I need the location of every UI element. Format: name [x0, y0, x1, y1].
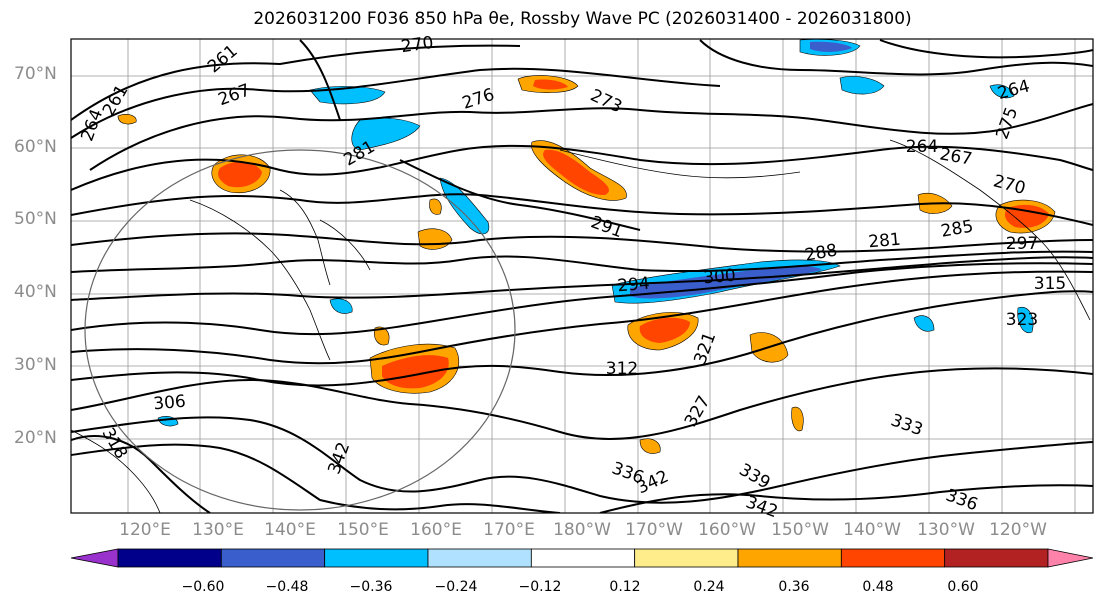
- positive-anomaly: [382, 355, 449, 389]
- contour-label: 267: [216, 80, 253, 110]
- colorbar-tick: −0.24: [434, 579, 478, 595]
- lon-label-120e: 120°E: [119, 520, 171, 540]
- colorbar-swatch: [117, 548, 222, 568]
- colorbar-tick: 0.24: [693, 579, 725, 595]
- positive-anomaly: [117, 114, 137, 125]
- wave-pc-shading: [117, 39, 1056, 454]
- colorbar-swatch: [530, 548, 636, 568]
- contour-label: 312: [606, 359, 638, 379]
- contour-label: 342: [324, 440, 354, 477]
- lon-label-150e: 150°E: [337, 520, 389, 540]
- positive-anomaly: [543, 149, 610, 196]
- colorbar: [70, 548, 1094, 568]
- lon-label-160w: 160°W: [698, 520, 756, 540]
- contour-label: 318: [98, 424, 132, 462]
- contour-label: 288: [803, 240, 838, 265]
- contour-label: 306: [153, 392, 187, 415]
- contour-label: 275: [992, 105, 1022, 142]
- lon-label-130w: 130°W: [917, 520, 975, 540]
- lon-label-130e: 130°E: [192, 520, 244, 540]
- positive-anomaly: [417, 228, 453, 250]
- colorbar-swatch: [427, 548, 532, 568]
- lon-label-170e: 170°E: [483, 520, 535, 540]
- lat-label-70n: 70°N: [14, 64, 57, 84]
- positive-anomaly: [1004, 204, 1049, 228]
- lat-label-20n: 20°N: [14, 428, 57, 448]
- contour-label: 315: [1034, 274, 1066, 294]
- contour-label: 281: [868, 230, 902, 253]
- lon-label-160e: 160°E: [410, 520, 462, 540]
- contour-label: 297: [1006, 234, 1038, 254]
- lon-label-140e: 140°E: [264, 520, 316, 540]
- lat-label-30n: 30°N: [14, 355, 57, 375]
- coastlines: [71, 139, 1091, 513]
- negative-anomaly: [810, 41, 852, 52]
- negative-anomaly: [989, 84, 1015, 99]
- negative-anomaly: [439, 177, 490, 235]
- contour-label: 270: [991, 171, 1028, 199]
- contour-label: 294: [617, 274, 651, 297]
- negative-anomaly: [839, 76, 885, 95]
- positive-anomaly: [639, 317, 690, 343]
- positive-anomaly: [791, 406, 804, 432]
- colorbar-swatch: [324, 548, 429, 568]
- colorbar-tick: −0.48: [265, 579, 309, 595]
- lon-label-180w: 180°W: [553, 520, 611, 540]
- lat-label-60n: 60°N: [14, 137, 57, 157]
- positive-anomaly: [533, 79, 568, 90]
- colorbar-tick: −0.36: [349, 579, 393, 595]
- contour-label: 300: [703, 266, 737, 289]
- colorbar-swatch: [840, 548, 946, 568]
- reference-circles: [84, 149, 516, 511]
- lon-label-120w: 120°W: [989, 520, 1047, 540]
- contour-label: 333: [888, 410, 925, 440]
- lat-label-50n: 50°N: [14, 209, 57, 229]
- colorbar-tick: −0.60: [181, 579, 225, 595]
- colorbar-tick: 0.48: [862, 579, 894, 595]
- colorbar-tick: 0.36: [778, 579, 810, 595]
- negative-anomaly: [913, 315, 935, 332]
- contour-label: 273: [587, 86, 625, 118]
- colorbar-swatch: [944, 548, 1049, 568]
- lat-label-40n: 40°N: [14, 282, 57, 302]
- positive-anomaly: [218, 161, 262, 188]
- positive-anomaly: [429, 198, 442, 215]
- colorbar-swatch: [737, 548, 842, 568]
- colorbar-extend-high: [1047, 548, 1094, 568]
- contour-label: 323: [1006, 310, 1038, 330]
- map-frame: [70, 38, 1094, 514]
- negative-anomaly: [351, 117, 421, 151]
- colorbar-swatch: [634, 548, 739, 568]
- contour-label: 270: [400, 33, 435, 57]
- contour-label: 261: [204, 41, 242, 77]
- contour-label: 276: [460, 85, 497, 114]
- positive-anomaly: [639, 438, 661, 454]
- colorbar-tick: 0.12: [609, 579, 641, 595]
- map-title: 2026031200 F036 850 hPa θe, Rossby Wave …: [253, 9, 912, 29]
- lon-label-150w: 150°W: [771, 520, 829, 540]
- theta-e-contours: [71, 39, 1093, 513]
- positive-anomaly: [374, 326, 390, 346]
- negative-anomaly: [329, 298, 353, 314]
- lon-label-170w: 170°W: [625, 520, 683, 540]
- contour-label: 264: [995, 76, 1032, 104]
- negative-anomaly: [1017, 306, 1034, 334]
- contour-label: 264: [906, 137, 938, 157]
- lon-label-140w: 140°W: [843, 520, 901, 540]
- colorbar-tick: −0.12: [518, 579, 562, 595]
- colorbar-extend-low: [70, 548, 119, 568]
- colorbar-tick: 0.60: [947, 579, 979, 595]
- contour-label: 327: [681, 392, 715, 430]
- colorbar-swatch: [220, 548, 326, 568]
- contour-label: 285: [939, 216, 974, 241]
